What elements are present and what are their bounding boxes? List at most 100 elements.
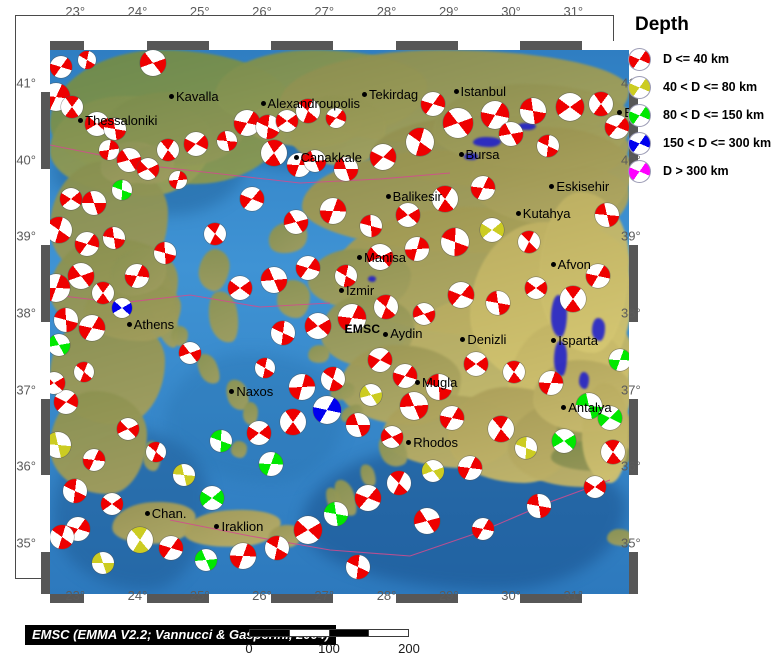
scale-bar-segment	[250, 630, 289, 636]
latitude-tick-label: 40°	[16, 152, 36, 168]
city-marker-dot	[458, 152, 464, 158]
city-marker-dot	[293, 155, 299, 161]
city-marker-dot	[214, 523, 220, 529]
legend-item[interactable]: 80 < D <= 150 km	[627, 101, 777, 129]
focal-mechanism-beachball	[359, 383, 382, 406]
legend-item-label: D > 300 km	[663, 164, 729, 178]
city-label: Rhodos	[406, 434, 458, 450]
focal-mechanism-beachball	[53, 390, 78, 415]
scale-bar-segment	[328, 630, 369, 636]
longitude-tick-label: 27°	[314, 588, 335, 603]
focal-mechanism-beachball	[346, 555, 371, 580]
focal-mechanism-beachball	[50, 55, 72, 78]
latitude-tick-label: 36°	[621, 458, 641, 474]
focal-mechanism-beachball	[585, 264, 610, 289]
focal-mechanism-beachball	[367, 348, 392, 373]
focal-mechanism-beachball	[240, 187, 265, 212]
city-marker-dot	[549, 184, 555, 190]
legend-item-label: 80 < D <= 150 km	[663, 108, 765, 122]
frame-tick-segment	[582, 594, 629, 603]
city-marker-dot	[460, 336, 466, 342]
focal-mechanism-beachball	[440, 227, 469, 256]
frame-tick-segment	[457, 41, 521, 50]
longitude-tick-label: 23°	[65, 588, 86, 603]
focal-mechanism-beachball	[608, 349, 629, 372]
focal-mechanism-beachball	[78, 50, 97, 69]
city-name: Kutahya	[522, 206, 571, 222]
city-name: Isparta	[558, 333, 599, 349]
longitude-tick-label: 30°	[501, 4, 521, 19]
legend-item[interactable]: 40 < D <= 80 km	[627, 73, 777, 101]
legend-item[interactable]: D > 300 km	[627, 157, 777, 185]
city-name: Athens	[133, 316, 175, 332]
city-marker-dot	[357, 254, 363, 260]
focal-mechanism-beachball	[145, 442, 166, 463]
focal-mechanism-beachball	[62, 478, 87, 503]
focal-mechanism-beachball	[320, 197, 347, 224]
focal-mechanism-beachball	[59, 188, 82, 211]
focal-mechanism-beachball	[519, 98, 546, 125]
city-marker-dot	[78, 117, 84, 123]
legend-item[interactable]: D <= 40 km	[627, 45, 777, 73]
legend-beachball-icon	[629, 132, 650, 154]
focal-mechanism-beachball	[526, 493, 551, 518]
focal-mechanism-beachball	[381, 425, 404, 448]
city-label: Canakkale	[293, 149, 362, 166]
focal-mechanism-beachball	[227, 275, 252, 300]
focal-mechanism-beachball	[139, 50, 166, 77]
focal-mechanism-beachball	[432, 186, 459, 213]
focal-mechanism-beachball	[74, 361, 95, 382]
focal-mechanism-beachball	[50, 273, 71, 302]
focal-mechanism-beachball	[91, 552, 114, 575]
frame-tick-segment	[146, 41, 209, 50]
focal-mechanism-beachball	[488, 416, 515, 443]
frame-tick-segment	[208, 41, 271, 50]
focal-mechanism-beachball	[470, 175, 495, 200]
city-marker-dot	[144, 510, 150, 516]
focal-mechanism-beachball	[598, 405, 623, 430]
frame-tick-segment	[582, 41, 629, 50]
focal-mechanism-beachball	[101, 493, 124, 516]
focal-mechanism-beachball	[458, 455, 483, 480]
focal-mechanism-beachball	[464, 352, 489, 377]
focal-mechanism-beachball	[111, 298, 132, 319]
focal-mechanism-beachball	[294, 516, 323, 545]
legend-beachball-icon	[629, 48, 650, 70]
focal-mechanism-beachball	[184, 132, 209, 157]
city-name: Canakkale	[300, 150, 362, 166]
focal-mechanism-beachball	[259, 451, 284, 476]
focal-mechanism-beachball	[559, 286, 586, 312]
longitude-tick-label: 24°	[127, 588, 148, 603]
focal-mechanism-beachball	[111, 180, 132, 201]
focal-mechanism-beachball	[104, 117, 127, 140]
focal-mechanism-beachball	[502, 360, 525, 383]
city-label: Kutahya	[515, 205, 571, 222]
scale-bar	[249, 629, 409, 637]
city-label: Bursa	[458, 146, 499, 162]
focal-mechanism-beachball	[426, 374, 453, 401]
map-canvas[interactable]: Kavalla Alexandroupolis Thessaloniki Tekird…	[50, 50, 629, 594]
focal-mechanism-beachball	[283, 210, 308, 235]
focal-mechanism-beachball	[289, 374, 316, 401]
city-name: Antalya	[568, 400, 612, 416]
frame-tick-segment	[41, 475, 50, 552]
city-label: Chan.	[144, 505, 187, 521]
city-label: Antalya	[561, 399, 612, 416]
emsc-watermark: EMSC	[344, 322, 381, 337]
city-marker-dot	[617, 110, 623, 116]
frame-tick-segment	[520, 41, 583, 50]
legend-item[interactable]: 150 < D <= 300 km	[627, 129, 777, 157]
frame-tick-segment	[629, 551, 638, 594]
focal-mechanism-beachball	[304, 312, 331, 339]
city-name: Chan.	[151, 505, 187, 521]
city-label: Balikesir	[385, 188, 442, 204]
city-name: Manisa	[364, 249, 406, 265]
focal-mechanism-beachball	[117, 147, 142, 172]
focal-mechanism-beachball	[99, 139, 120, 160]
city-name: Denizli	[467, 331, 507, 347]
longitude-tick-label: 25°	[189, 588, 210, 603]
city-name: Thessaloniki	[85, 112, 158, 128]
city-label: Isparta	[551, 332, 598, 348]
focal-mechanism-beachball	[199, 486, 224, 511]
city-name: Mugla	[421, 374, 458, 390]
